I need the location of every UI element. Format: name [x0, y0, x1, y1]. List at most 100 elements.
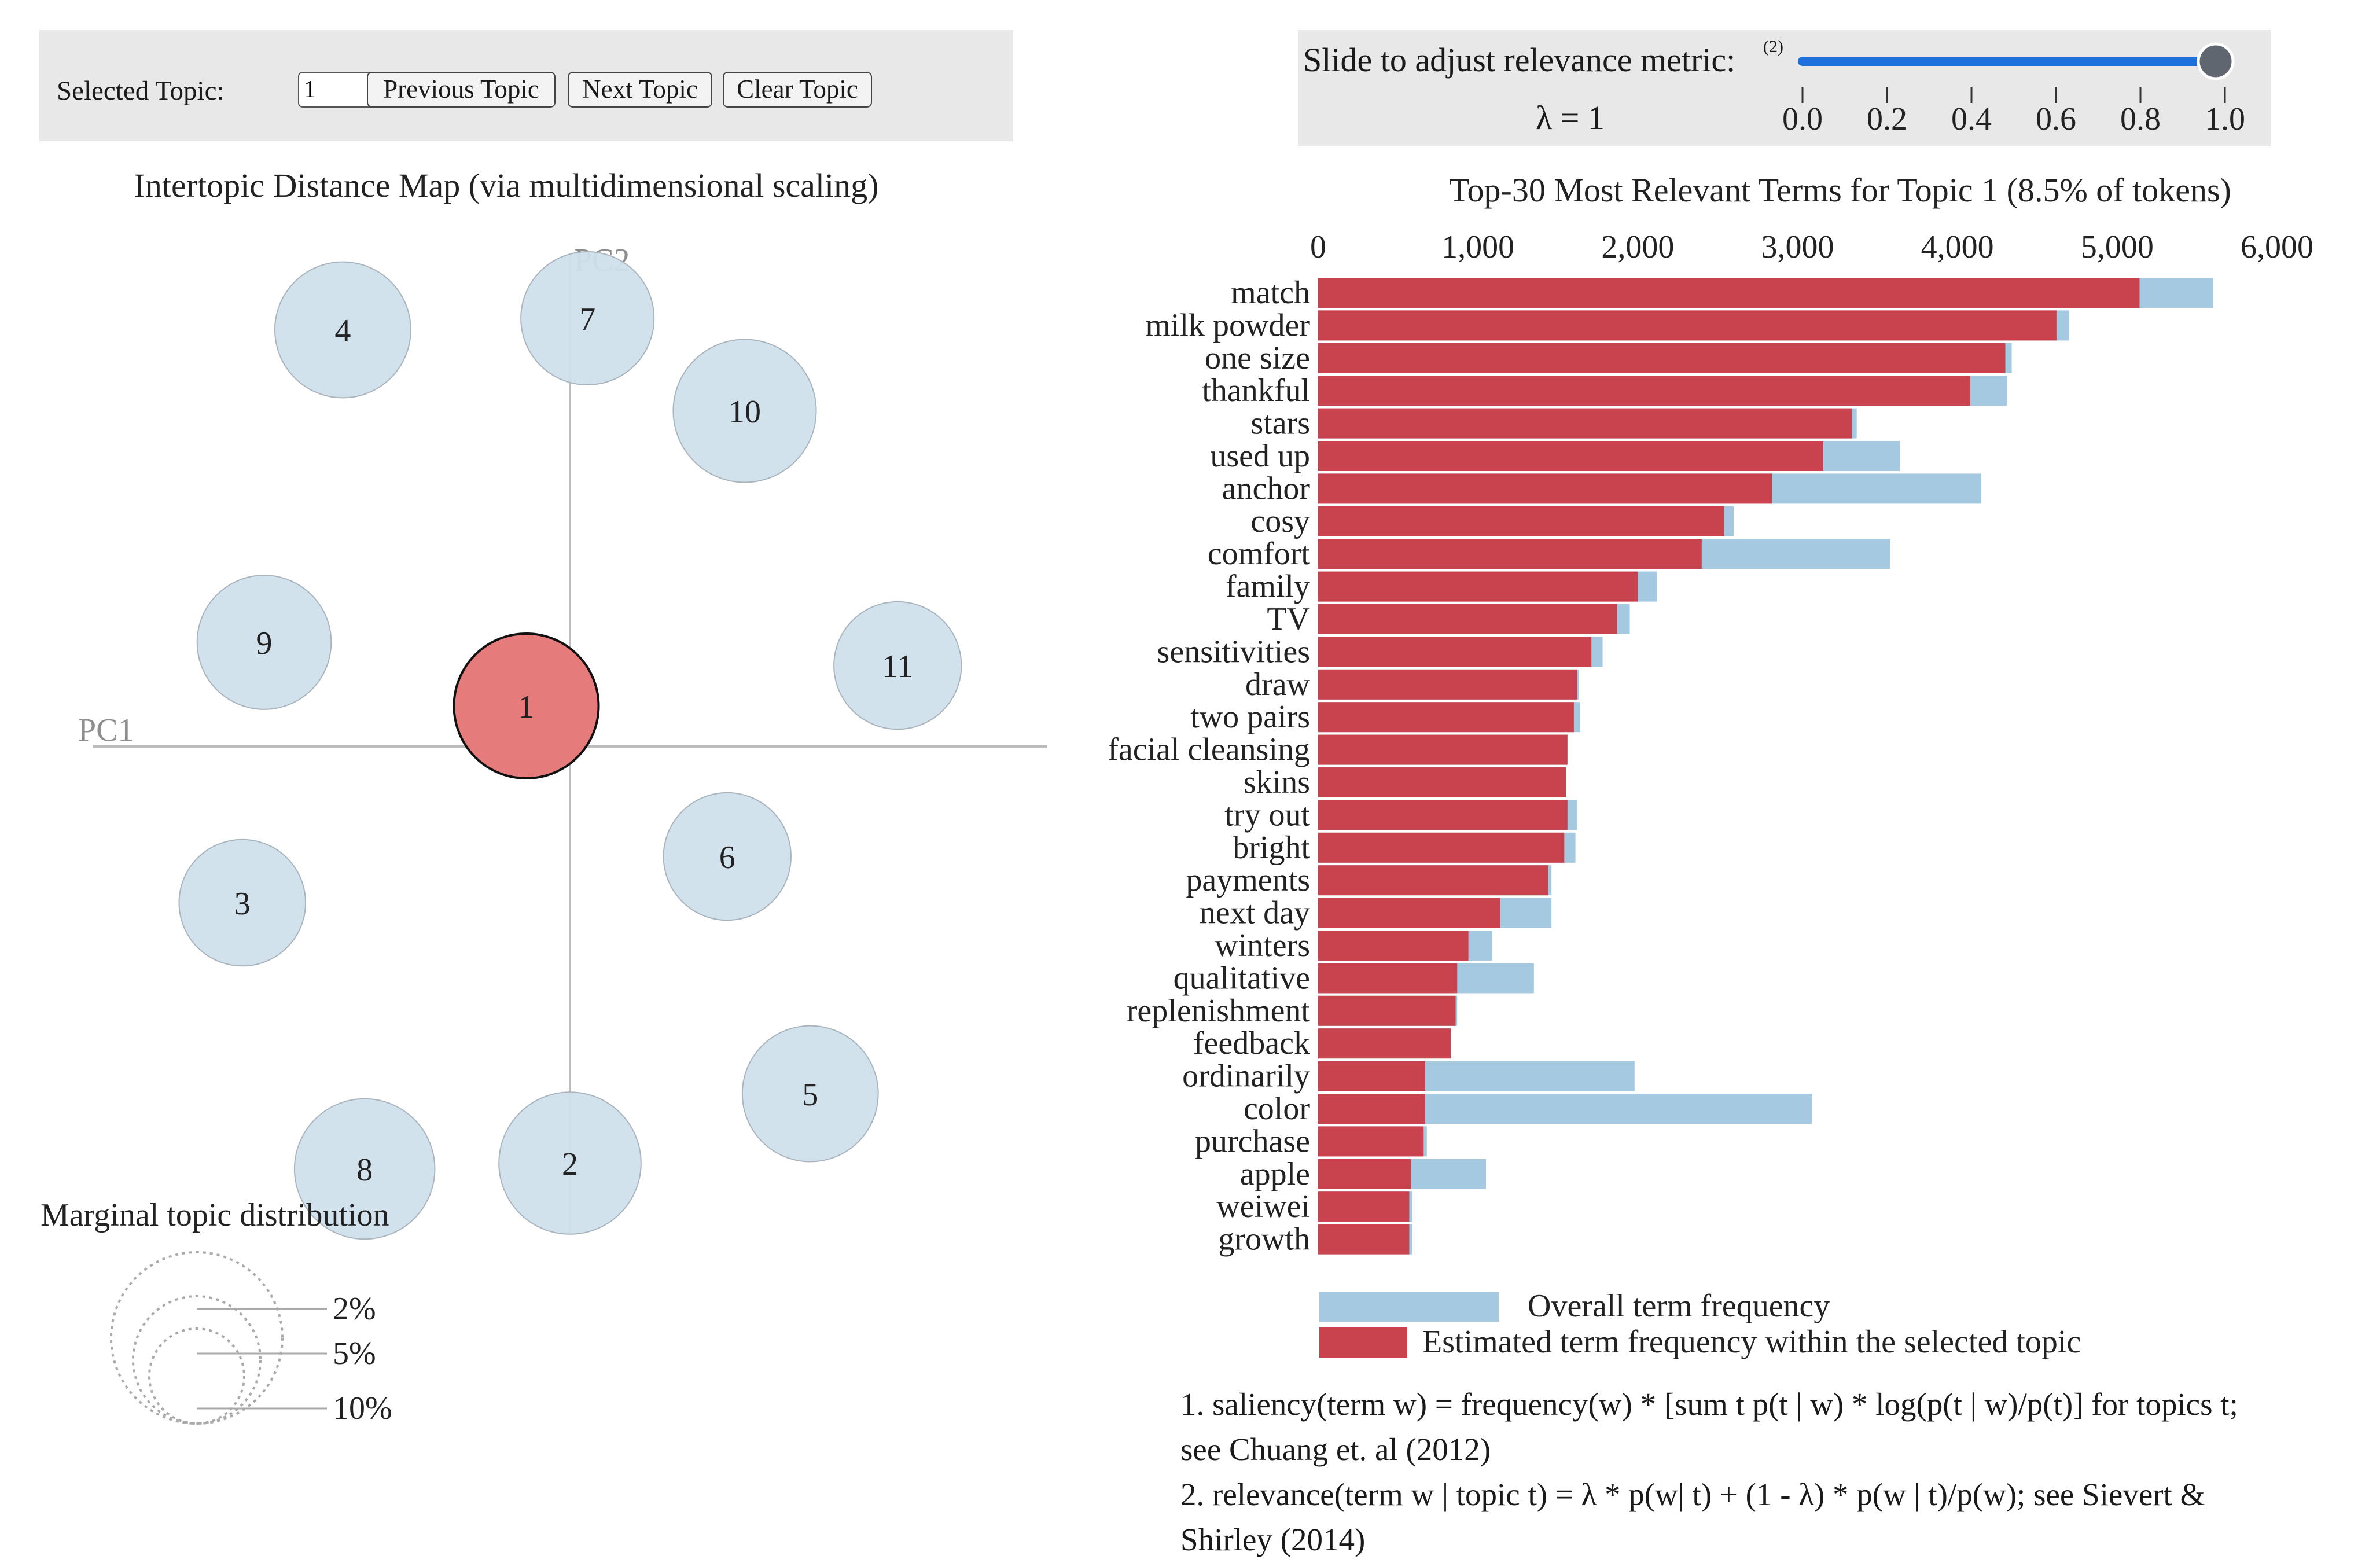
x-tick-label: 5,000: [2081, 229, 2154, 265]
x-tick-label: 4,000: [1921, 229, 1994, 265]
term-label[interactable]: next day: [1200, 895, 1310, 931]
term-label[interactable]: used up: [1210, 438, 1310, 474]
topic-frequency-bar[interactable]: [1318, 376, 1970, 406]
slider-tick-label: 0.0: [1782, 101, 1823, 137]
topic-frequency-bar[interactable]: [1318, 408, 1852, 439]
term-label[interactable]: anchor: [1222, 470, 1311, 506]
size-legend-circle: [132, 1295, 262, 1425]
term-label[interactable]: winters: [1215, 928, 1310, 963]
term-label[interactable]: family: [1226, 569, 1310, 605]
topic-frequency-bar[interactable]: [1318, 604, 1617, 634]
size-legend-label: 2%: [333, 1291, 376, 1327]
term-label[interactable]: weiwei: [1216, 1189, 1310, 1224]
topic-frequency-bar[interactable]: [1318, 832, 1565, 863]
topic-frequency-bar[interactable]: [1318, 931, 1469, 961]
term-label[interactable]: apple: [1240, 1156, 1310, 1192]
topic-bubble-5[interactable]: [741, 1025, 879, 1163]
next-topic-button[interactable]: Next Topic: [568, 72, 712, 108]
term-label[interactable]: skins: [1244, 764, 1310, 800]
term-label[interactable]: one size: [1205, 340, 1310, 376]
selected-topic-label: Selected Topic:: [57, 76, 225, 106]
term-label[interactable]: comfort: [1208, 536, 1311, 572]
topic-bubble-label: 3: [234, 886, 251, 922]
topic-frequency-bar[interactable]: [1318, 441, 1823, 471]
topic-control-panel: Selected Topic: Previous Topic Next Topi…: [39, 30, 1013, 141]
topic-frequency-bar[interactable]: [1318, 506, 1724, 536]
topic-frequency-bar[interactable]: [1318, 702, 1574, 733]
topic-bubble-8[interactable]: [293, 1098, 436, 1240]
lambda-slider[interactable]: 0.0 0.2 0.4 0.6 0.8 1.0: [1782, 42, 2245, 137]
topic-bubble-3[interactable]: [178, 838, 307, 967]
slider-tick-label: 0.8: [2120, 101, 2161, 137]
topic-frequency-bar[interactable]: [1318, 800, 1568, 830]
term-label[interactable]: bright: [1233, 830, 1310, 866]
term-label[interactable]: ordinarily: [1182, 1058, 1310, 1094]
slider-handle[interactable]: [2197, 42, 2235, 80]
topic-frequency-bar[interactable]: [1318, 1061, 1426, 1091]
term-label[interactable]: try out: [1224, 797, 1310, 833]
slider-ticks: 0.0 0.2 0.4 0.6 0.8 1.0: [1782, 87, 2245, 137]
topic-bubble-9[interactable]: [196, 575, 332, 710]
term-label[interactable]: payments: [1186, 862, 1310, 898]
topic-bubble-10[interactable]: [672, 339, 817, 483]
topic-frequency-bar[interactable]: [1318, 1191, 1410, 1222]
clear-topic-button[interactable]: Clear Topic: [723, 72, 872, 108]
term-label[interactable]: replenishment: [1127, 993, 1311, 1029]
topic-frequency-bar[interactable]: [1318, 637, 1592, 667]
topic-frequency-bar[interactable]: [1318, 1094, 1426, 1124]
topic-frequency-bar[interactable]: [1318, 767, 1566, 797]
topic-bubble-label: 1: [518, 689, 535, 725]
topic-bubble-label: 7: [579, 301, 595, 337]
term-label[interactable]: stars: [1250, 406, 1310, 442]
topic-bubble-2[interactable]: [498, 1091, 642, 1235]
x-tick-label: 6,000: [2241, 229, 2313, 265]
topic-bubble-11[interactable]: [833, 601, 962, 730]
topic-frequency-bar[interactable]: [1318, 343, 2006, 373]
relevance-slider-panel: Slide to adjust relevance metric: (2) λ …: [1298, 30, 2271, 146]
topic-frequency-bar[interactable]: [1318, 734, 1568, 765]
term-label[interactable]: sensitivities: [1157, 634, 1310, 670]
note-saliency-citation: see Chuang et. al (2012): [1180, 1432, 1491, 1467]
topic-frequency-bar[interactable]: [1318, 278, 2140, 308]
legend-overall-swatch: [1319, 1292, 1499, 1322]
topic-frequency-bar[interactable]: [1318, 865, 1548, 896]
previous-topic-button[interactable]: Previous Topic: [367, 72, 556, 108]
topic-bubble-7[interactable]: [520, 251, 655, 386]
term-label[interactable]: color: [1244, 1091, 1310, 1127]
term-label[interactable]: draw: [1245, 667, 1311, 703]
term-label[interactable]: milk powder: [1145, 307, 1310, 343]
topic-frequency-bar[interactable]: [1318, 669, 1577, 700]
term-label[interactable]: facial cleansing: [1108, 732, 1310, 768]
term-label[interactable]: feedback: [1193, 1025, 1310, 1061]
term-label[interactable]: qualitative: [1174, 960, 1310, 996]
topic-bubble-4[interactable]: [274, 261, 411, 399]
topic-bubble-6[interactable]: [663, 792, 792, 921]
topic-frequency-bar[interactable]: [1318, 310, 2057, 341]
topic-frequency-bar[interactable]: [1318, 571, 1638, 602]
topic-bubble-1[interactable]: [453, 632, 600, 779]
topic-frequency-bar[interactable]: [1318, 1224, 1410, 1255]
topic-frequency-bar[interactable]: [1318, 1028, 1451, 1059]
x-tick-label: 3,000: [1761, 229, 1834, 265]
topic-bubble-label: 4: [334, 313, 351, 349]
size-legend-circle: [148, 1327, 245, 1425]
term-label[interactable]: growth: [1218, 1222, 1310, 1257]
term-label[interactable]: TV: [1267, 601, 1310, 637]
topic-frequency-bar[interactable]: [1318, 963, 1458, 994]
topic-frequency-bar[interactable]: [1318, 1126, 1424, 1157]
term-label[interactable]: two pairs: [1190, 699, 1310, 735]
topic-frequency-bar[interactable]: [1318, 539, 1702, 569]
topic-frequency-bar[interactable]: [1318, 1159, 1411, 1189]
term-label[interactable]: match: [1231, 275, 1310, 311]
note-saliency: 1. saliency(term w) = frequency(w) * [su…: [1180, 1387, 2238, 1422]
topic-frequency-bar[interactable]: [1318, 898, 1500, 928]
term-label[interactable]: cosy: [1250, 503, 1310, 539]
topic-frequency-bar[interactable]: [1318, 995, 1456, 1026]
size-legend-title: Marginal topic distribution: [41, 1197, 389, 1233]
topic-frequency-bar[interactable]: [1318, 473, 1772, 504]
lambda-value-text: λ = 1: [1536, 99, 1605, 137]
term-label[interactable]: thankful: [1202, 373, 1310, 409]
term-label[interactable]: purchase: [1195, 1123, 1310, 1159]
legend-overall-label: Overall term frequency: [1528, 1288, 1830, 1324]
